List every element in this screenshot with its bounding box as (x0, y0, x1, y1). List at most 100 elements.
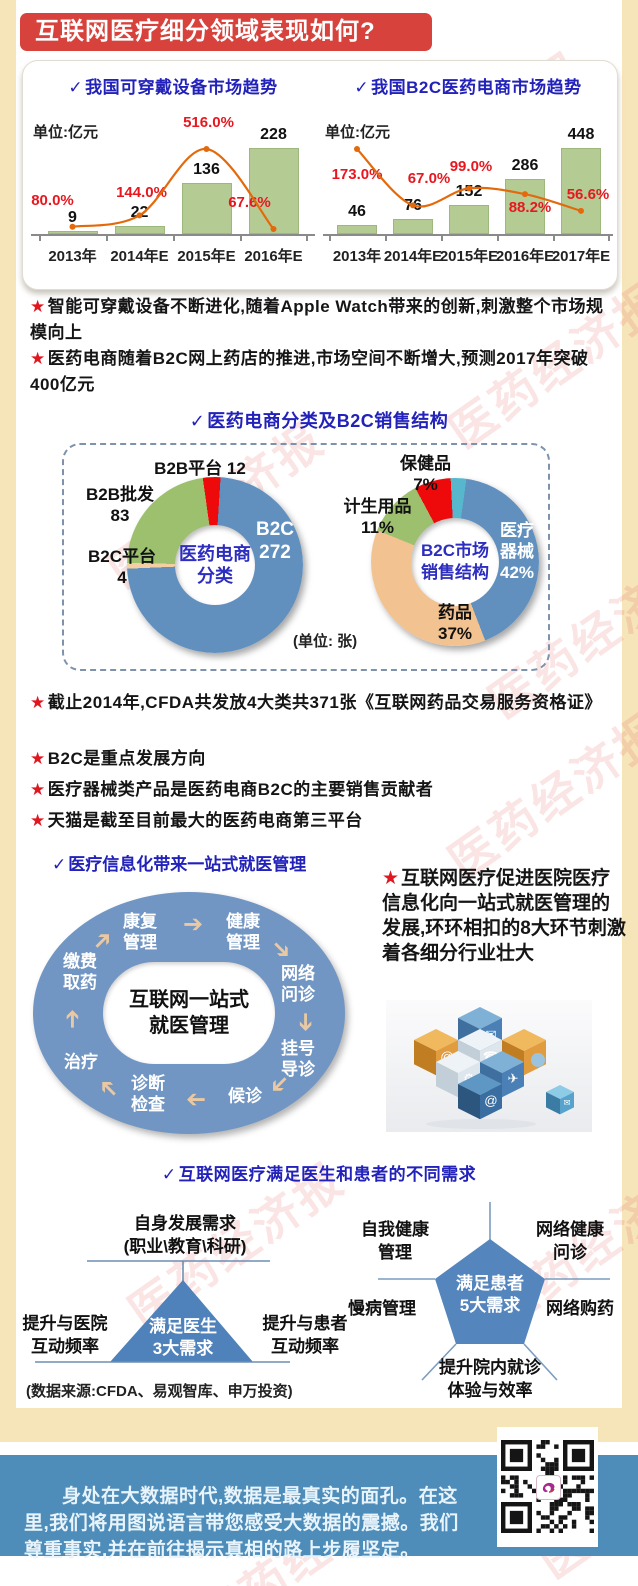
wearable-market-chart: ✓ 我国可穿戴设备市场趋势 单位:亿元 9 2013年 80.0% 22 2014年E 14… (31, 67, 315, 287)
page-title: 互联网医疗细分领域表现如何? (20, 13, 432, 51)
flow-step-2: 健康 管理 (226, 912, 260, 952)
star-icon: ★ (30, 349, 46, 368)
bar-2015年E (449, 204, 489, 234)
slice-label-drugs: 药品 37% (437, 603, 473, 643)
qr-code (497, 1427, 598, 1547)
growth-rate-line (354, 146, 584, 214)
patient-need-chronic-disease: 慢病管理 (348, 1299, 416, 1318)
x-axis-tick (553, 236, 555, 241)
patient-needs-center-label: 满足患者 5大需求 (456, 1274, 524, 1315)
bar-value-label: 46 (348, 203, 366, 221)
donut-sales-center-label: B2C市场 销售结构 (420, 541, 489, 582)
wearable-chart-unit-label: 单位:亿元 (33, 124, 98, 141)
insight-bullet: ★ 天猫是截至目前最大的医药电商第三平台 (30, 811, 363, 830)
footer-text: 身处在大数据时代,数据是最真实的面孔。在这里,我们将用图说语言带您感受大数据的震… (24, 1486, 459, 1561)
svg-text:✉: ✉ (485, 1027, 496, 1042)
x-axis-tick (497, 236, 499, 241)
x-axis-label: 2014年E (383, 248, 443, 265)
star-icon: ★ (30, 693, 46, 712)
flow-step-7: 治疗 (64, 1052, 98, 1072)
donut-classification-center-label: 医药电商 分类 (179, 544, 251, 586)
flow-step-5: 候诊 (228, 1086, 262, 1106)
slice-label-family-planning: 计生用品 11% (343, 497, 412, 537)
cubes-illustration: ✉@☎♪⚙✈@✉ (386, 1000, 592, 1132)
x-axis-tick (240, 236, 242, 241)
check-icon: ✓ (68, 78, 84, 97)
x-axis-label: 2013年 (332, 248, 382, 265)
x-axis-label: 2017年E (551, 248, 611, 265)
bar-2016年E (505, 179, 545, 234)
star-icon: ★ (30, 780, 46, 799)
flow-step-1: 康复 管理 (123, 912, 157, 952)
doctor-need-hospital-interaction: 提升与医院 互动频率 (22, 1314, 108, 1356)
x-axis-tick (385, 236, 387, 241)
needs-diagrams-svg (35, 1202, 610, 1381)
growth-rate-label: 56.6% (566, 185, 610, 203)
growth-rate-label: 144.0% (116, 184, 167, 202)
star-icon: ★ (30, 297, 46, 316)
x-axis-tick (329, 236, 331, 241)
bar-2017年E (561, 148, 601, 234)
svg-text:@: @ (484, 1093, 497, 1108)
donut-charts-dashed-box (62, 443, 550, 671)
growth-rate-label: 88.2% (508, 199, 552, 217)
bar-value-label: 228 (260, 126, 287, 143)
one-stop-care-cycle-diagram: 互联网一站式 就医管理 康复 管理 健康 管理 网络 问诊 挂号 导诊 候诊 诊断 检查 治疗 缴费 取药… (33, 892, 345, 1134)
star-icon: ★ (30, 811, 46, 830)
flow-arrow-icon: ➔ (59, 1008, 86, 1030)
check-icon: ✓ (354, 78, 370, 97)
x-axis (323, 234, 613, 236)
b2c-pharma-market-chart: ✓我国B2C医药电商市场趋势 单位:亿元 462013年173.0%762014… (323, 67, 613, 287)
b2c-chart-unit-label: 单位:亿元 (325, 124, 390, 141)
slice-label-medical-devices: 医疗 器械 42% (499, 521, 535, 582)
growth-rate-label: 67.0% (407, 170, 451, 188)
slice-label-b2c: B2C 272 (255, 519, 294, 563)
doctor-need-patient-interaction: 提升与患者 互动频率 (262, 1314, 348, 1356)
b2c-chart-title: ✓ 我国B2C医药电商市场趋势 (354, 78, 582, 97)
right-edge-strip (622, 0, 638, 1442)
bar-2013年 (47, 230, 98, 234)
flow-arrow-icon: ➔ (91, 1071, 126, 1106)
growth-rate-label: 173.0% (331, 166, 383, 183)
patient-need-in-hospital-experience: 提升院内就诊 体验与效率 (439, 1358, 541, 1400)
flow-section-heading: ✓ 医疗信息化带来一站式就医管理 (52, 855, 307, 874)
donut-section-heading: ✓ 医药电商分类及B2C销售结构 (189, 411, 449, 431)
wearable-chart-title: ✓ 我国可穿戴设备市场趋势 (68, 78, 278, 97)
flow-step-8: 缴费 取药 (63, 952, 97, 992)
growth-rate-label: 99.0% (449, 158, 493, 176)
x-axis-label: 2016年E (495, 248, 555, 265)
growth-rate-label: 516.0% (183, 114, 234, 131)
data-source-note: (数据来源:CFDA、易观智库、申万投资) (26, 1383, 293, 1400)
left-edge-strip (0, 0, 16, 1442)
x-axis-label: 2013年 (48, 248, 97, 265)
insight-bullet: ★ B2C是重点发展方向 (30, 749, 206, 768)
svg-text:✈: ✈ (507, 1071, 518, 1086)
doctor-need-self-development: 自身发展需求 (职业\教育\科研) (123, 1214, 247, 1256)
insight-bullet: ★ 医药电商随着B2C网上药店的推进,市场空间不断增大,预测2017年突破400亿… (30, 349, 589, 394)
slice-label-b2b-platform: B2B平台 12 (154, 459, 246, 478)
flow-arrow-icon: ➔ (264, 932, 299, 967)
patient-need-online-pharmacy: 网络购药 (546, 1299, 614, 1318)
growth-rate-label: 67.6% (228, 193, 271, 211)
star-icon: ★ (30, 749, 46, 768)
flow-arrow-icon: ➔ (292, 1011, 319, 1033)
growth-rate-label: 80.0% (31, 191, 74, 209)
check-icon: ✓ (161, 1165, 177, 1184)
growth-rate-line (69, 146, 277, 232)
bar-2013年 (337, 225, 377, 234)
patient-need-online-consult: 网络健康 问诊 (536, 1220, 604, 1262)
market-trend-charts-panel: ✓ 我国可穿戴设备市场趋势 单位:亿元 9 2013年 80.0% 22 2014年E 14… (22, 60, 618, 290)
x-axis-tick (441, 236, 443, 241)
qr-center-logo (536, 1475, 561, 1500)
patient-need-self-health: 自我健康 管理 (361, 1220, 429, 1262)
flow-note: ★ 互联网医疗促进医院医疗信息化向一站式就医管理的发展,环环相扣的8大环节刺激着各… (382, 868, 626, 964)
svg-text:⚙: ⚙ (463, 1071, 475, 1086)
flow-arrow-icon: ➔ (185, 1086, 207, 1113)
x-axis-tick (306, 236, 308, 241)
bar-2014年E (114, 225, 165, 234)
insight-bullet: ★ 截止2014年,CFDA共发放4大类共371张《互联网药品交易服务资格证》 (30, 693, 602, 712)
bar-value-label: 136 (193, 160, 220, 178)
bar-2015年E (181, 182, 232, 234)
star-icon: ★ (382, 868, 400, 889)
